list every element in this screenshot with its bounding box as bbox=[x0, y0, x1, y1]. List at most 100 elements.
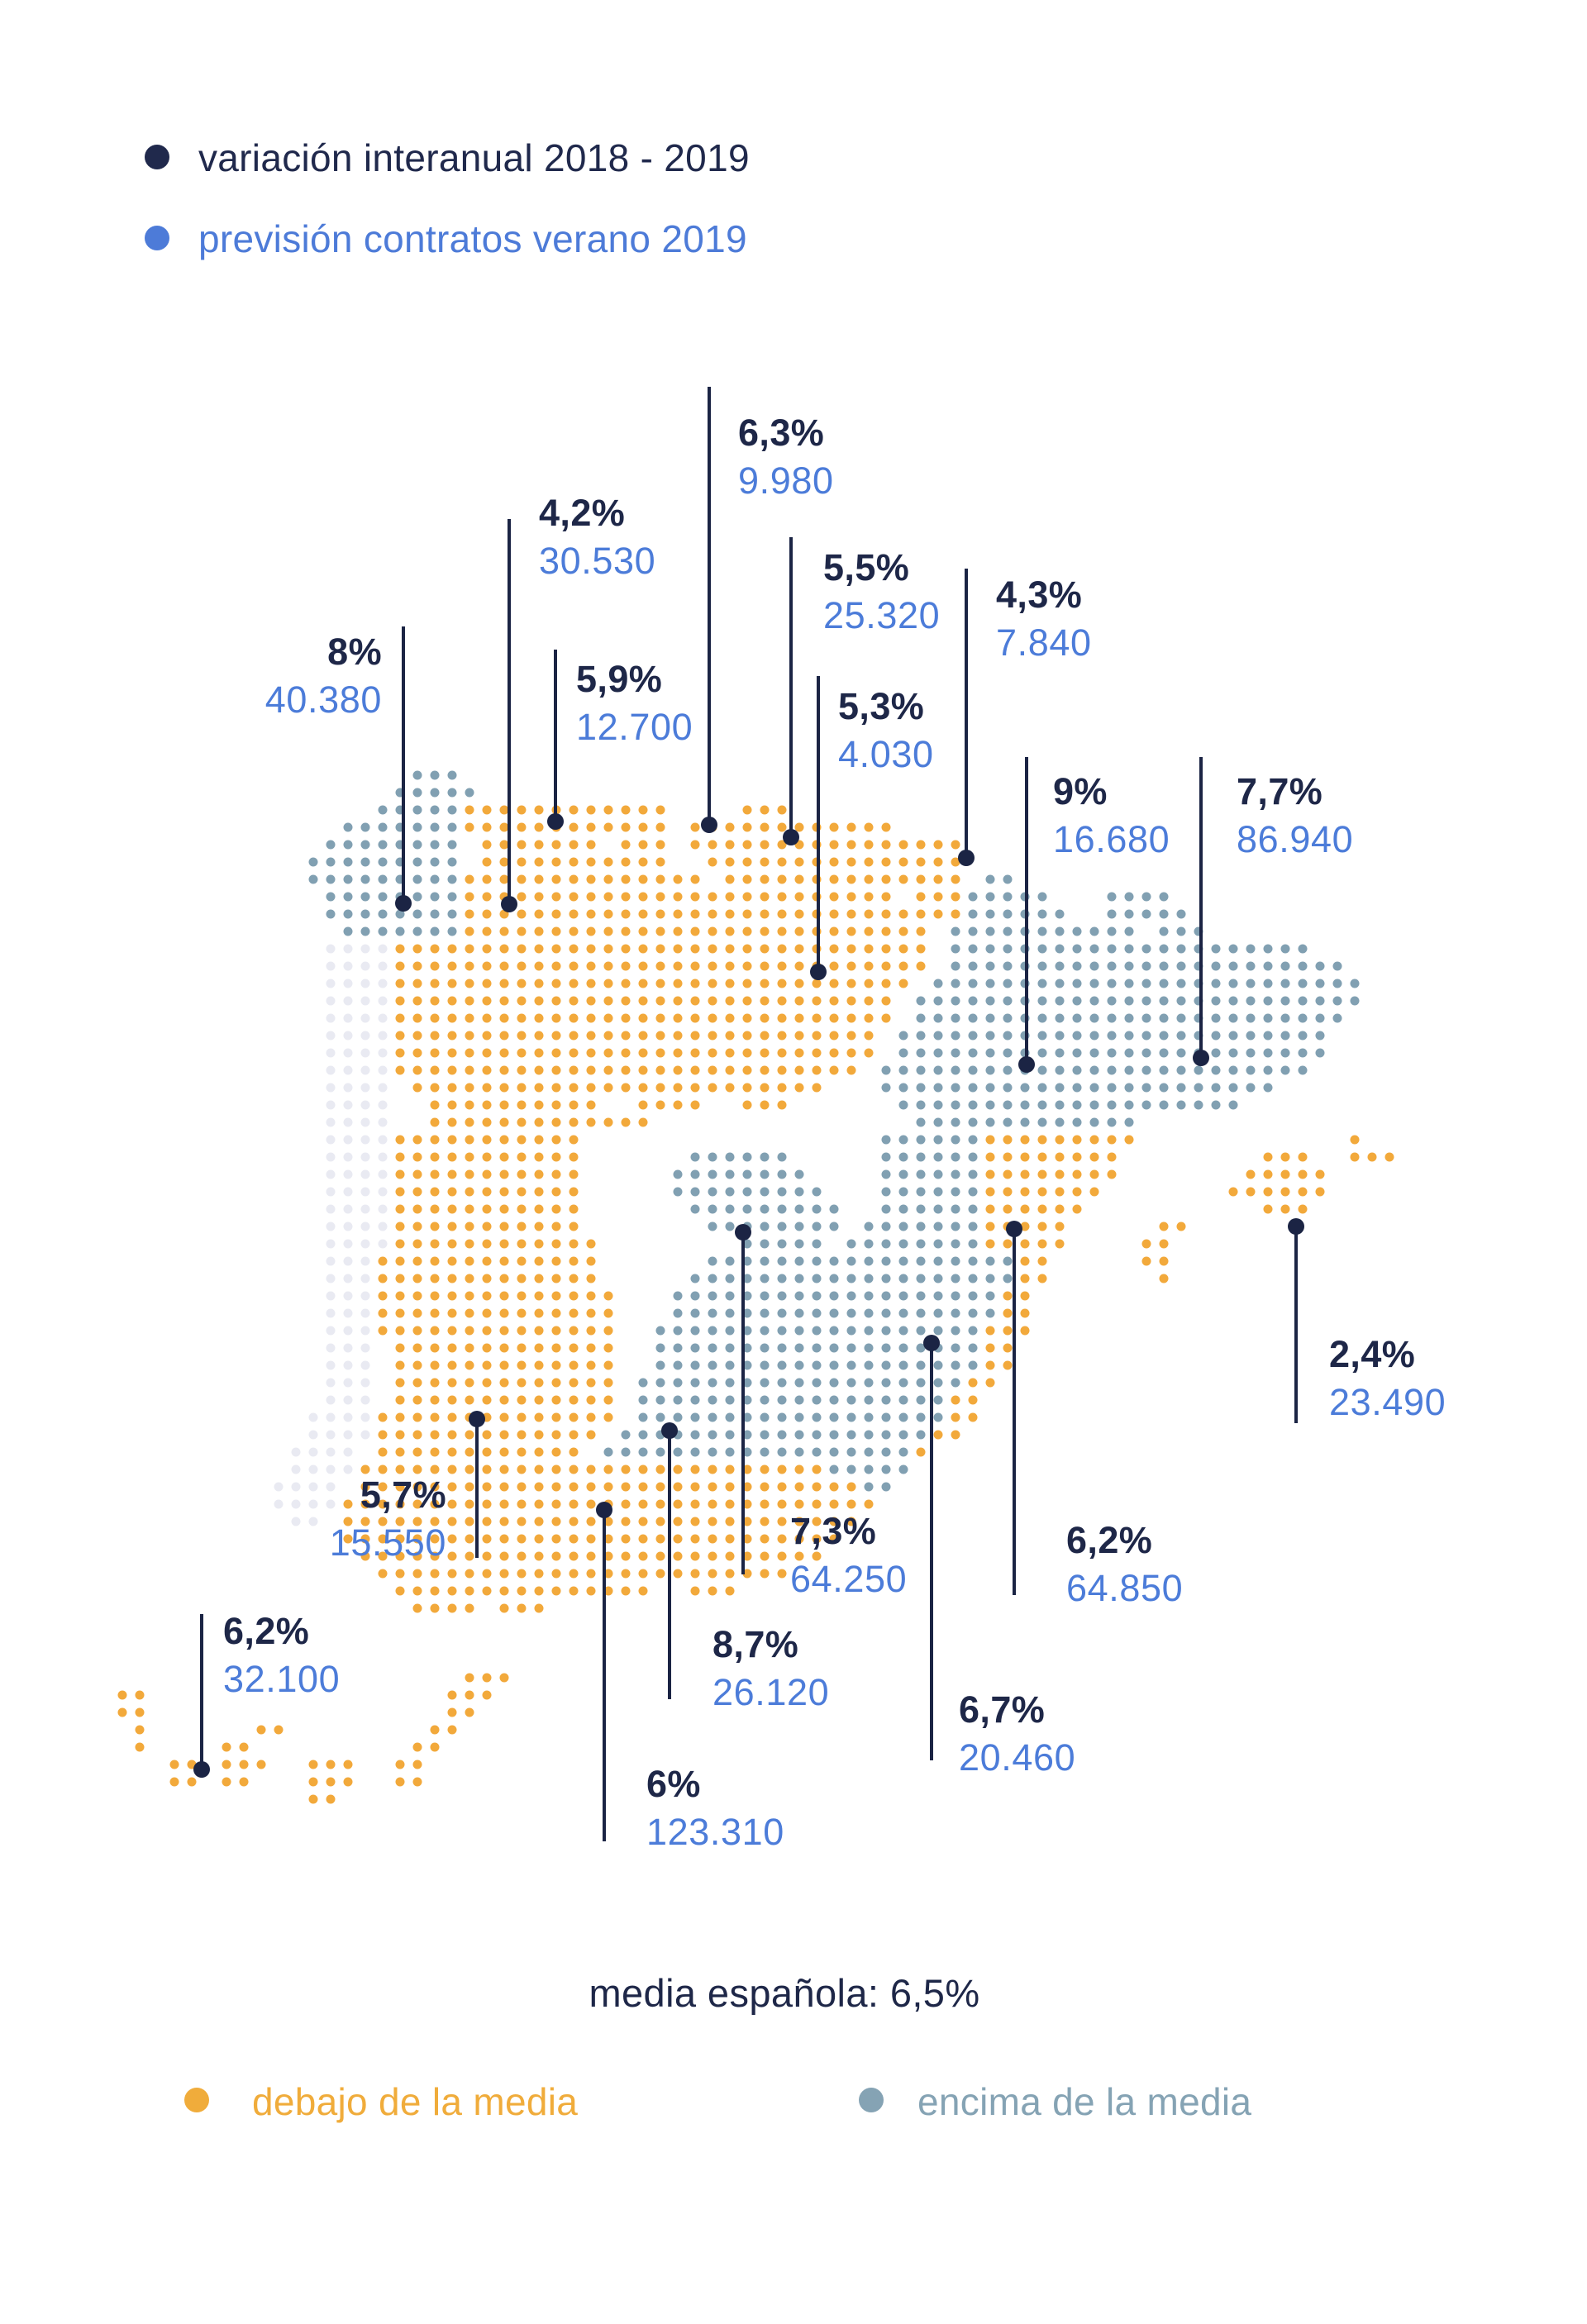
map-dot bbox=[898, 1412, 908, 1422]
map-dot bbox=[308, 874, 318, 884]
map-dot bbox=[898, 1360, 908, 1370]
map-dot bbox=[499, 1222, 509, 1231]
map-dot bbox=[395, 926, 405, 936]
map-dot bbox=[794, 1031, 804, 1041]
map-dot bbox=[951, 1222, 960, 1231]
map-dot bbox=[534, 1464, 544, 1474]
map-dot bbox=[517, 840, 527, 850]
map-dot bbox=[447, 926, 457, 936]
map-dot bbox=[395, 1222, 405, 1231]
map-dot bbox=[933, 979, 943, 988]
map-dot bbox=[343, 1117, 353, 1127]
map-dot bbox=[742, 857, 752, 867]
map-dot bbox=[1072, 1169, 1082, 1179]
map-dot bbox=[326, 1187, 336, 1197]
map-dot bbox=[447, 1239, 457, 1249]
map-dot bbox=[951, 1031, 960, 1041]
map-dot bbox=[517, 1586, 527, 1596]
map-dot bbox=[1159, 1083, 1169, 1093]
map-dot bbox=[864, 1274, 874, 1283]
map-dot bbox=[951, 1308, 960, 1318]
map-dot bbox=[760, 1464, 770, 1474]
map-dot bbox=[898, 1152, 908, 1162]
region-variation-value: 5,3% bbox=[838, 685, 925, 727]
map-dot bbox=[864, 857, 874, 867]
map-dot bbox=[725, 1308, 735, 1318]
map-dot bbox=[951, 1360, 960, 1370]
map-dot bbox=[812, 1065, 822, 1075]
map-dot bbox=[430, 1464, 440, 1474]
map-dot bbox=[412, 1083, 422, 1093]
map-dot bbox=[621, 926, 631, 936]
map-dot bbox=[447, 1395, 457, 1405]
map-dot bbox=[1298, 996, 1308, 1006]
map-dot bbox=[447, 805, 457, 815]
map-dot bbox=[951, 1117, 960, 1127]
map-dot bbox=[725, 1222, 735, 1231]
map-dot bbox=[517, 1569, 527, 1579]
map-dot bbox=[708, 1412, 717, 1422]
map-dot bbox=[465, 788, 474, 798]
map-dot bbox=[1003, 1100, 1013, 1110]
map-dot bbox=[603, 1569, 613, 1579]
map-dot bbox=[933, 1222, 943, 1231]
map-dot bbox=[1228, 996, 1238, 1006]
map-dot bbox=[690, 1447, 700, 1457]
map-dot bbox=[360, 1256, 370, 1266]
map-dot bbox=[916, 1326, 926, 1336]
map-dot bbox=[517, 857, 527, 867]
map-dot bbox=[829, 1534, 839, 1544]
map-dot bbox=[916, 1048, 926, 1058]
map-dot bbox=[517, 1412, 527, 1422]
map-dot bbox=[673, 1447, 683, 1457]
map-dot bbox=[1003, 1117, 1013, 1127]
map-dot bbox=[864, 1308, 874, 1318]
map-dot bbox=[499, 1534, 509, 1544]
map-dot bbox=[881, 909, 891, 919]
map-dot bbox=[655, 840, 665, 850]
map-dot bbox=[881, 1447, 891, 1457]
map-dot bbox=[499, 1308, 509, 1318]
map-dot bbox=[673, 1360, 683, 1370]
map-dot bbox=[534, 1360, 544, 1370]
map-dot bbox=[742, 874, 752, 884]
map-dot bbox=[968, 909, 978, 919]
map-dot bbox=[1176, 1048, 1186, 1058]
map-dot bbox=[1298, 961, 1308, 971]
map-dot bbox=[1003, 892, 1013, 902]
map-dot bbox=[1003, 1360, 1013, 1370]
map-dot bbox=[517, 1239, 527, 1249]
map-dot bbox=[777, 1517, 787, 1526]
map-dot bbox=[569, 1222, 579, 1231]
map-dot bbox=[655, 1499, 665, 1509]
map-dot bbox=[951, 892, 960, 902]
map-dot bbox=[1176, 996, 1186, 1006]
map-dot bbox=[1072, 996, 1082, 1006]
map-dot bbox=[673, 1031, 683, 1041]
map-dot bbox=[430, 1100, 440, 1110]
map-dot bbox=[1246, 1048, 1256, 1058]
map-dot bbox=[378, 874, 388, 884]
map-dot bbox=[430, 1534, 440, 1544]
map-dot bbox=[864, 1013, 874, 1023]
map-dot bbox=[864, 1031, 874, 1041]
map-dot bbox=[742, 805, 752, 815]
map-dot bbox=[1055, 1031, 1065, 1041]
map-dot bbox=[517, 1603, 527, 1613]
map-dot bbox=[760, 857, 770, 867]
map-dot bbox=[482, 944, 492, 954]
map-dot bbox=[517, 1031, 527, 1041]
map-dot bbox=[846, 1447, 856, 1457]
map-dot bbox=[638, 1517, 648, 1526]
map-dot bbox=[499, 1048, 509, 1058]
map-dot bbox=[985, 1204, 995, 1214]
map-dot bbox=[517, 1169, 527, 1179]
map-dot bbox=[881, 1239, 891, 1249]
map-dot bbox=[308, 1760, 318, 1769]
map-dot bbox=[378, 926, 388, 936]
map-dot bbox=[1211, 1048, 1221, 1058]
map-dot bbox=[551, 1551, 561, 1561]
map-dot bbox=[1072, 944, 1082, 954]
map-dot bbox=[690, 1395, 700, 1405]
map-dot bbox=[534, 1326, 544, 1336]
